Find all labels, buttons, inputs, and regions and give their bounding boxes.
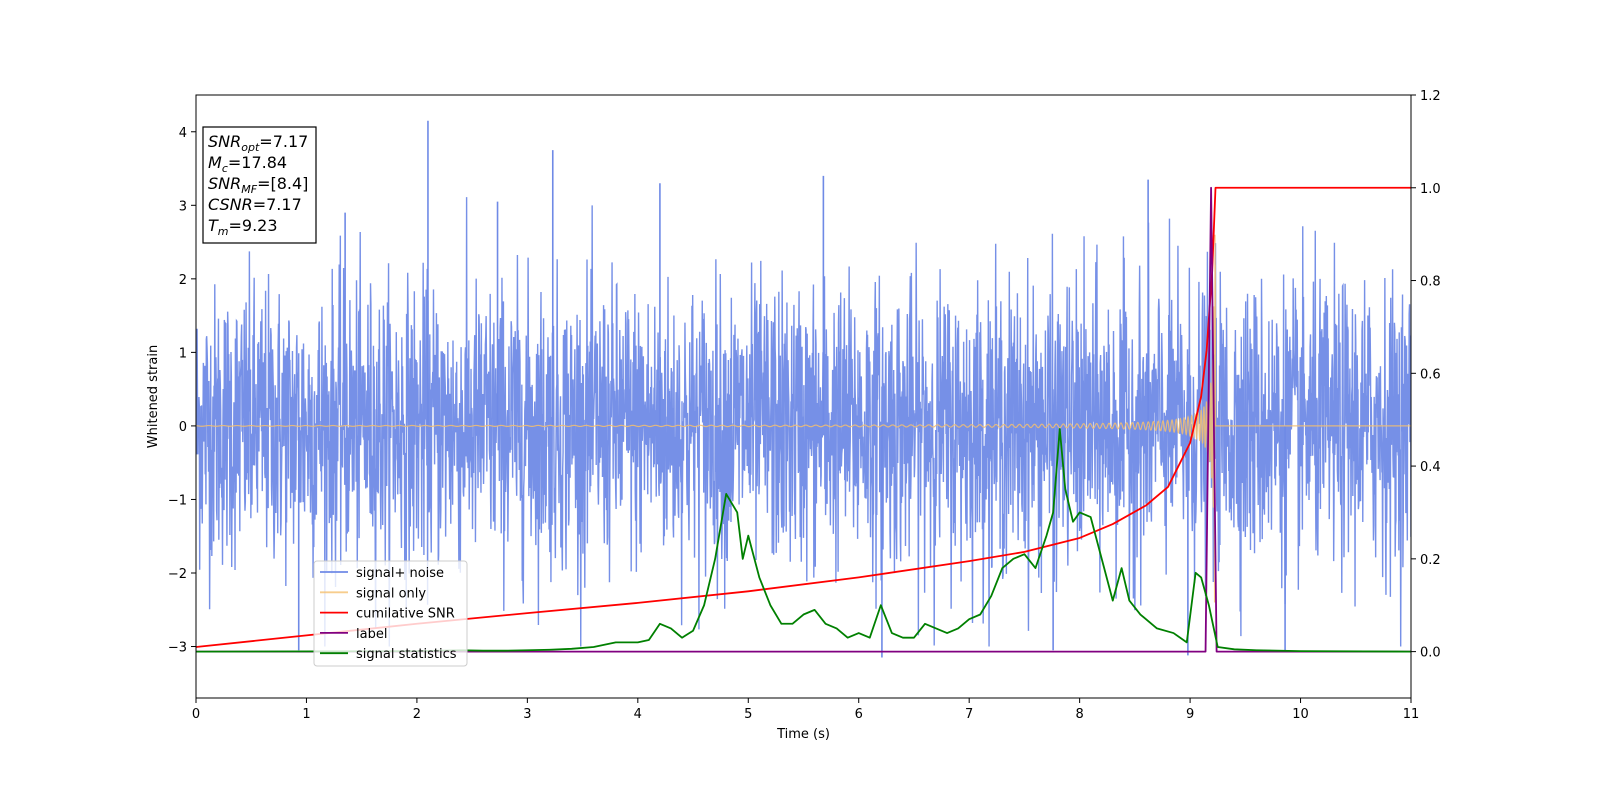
annotation-line: SNRMF=[8.4]: [208, 174, 308, 196]
annotation-line: Mc=17.84: [208, 153, 287, 175]
annotation-line: Tm=9.23: [208, 216, 278, 238]
annotation-line: CSNR=7.17: [208, 195, 302, 214]
y-left-tick-label: 3: [179, 199, 187, 214]
annotation-line: SNRopt=7.17: [208, 132, 308, 154]
y-left-tick-label: −1: [168, 493, 187, 508]
axes: 0 1 2 3 4 5 6 7 8 9 10 11 −3 −2 −1 0 1 2 3 4 0.0 0.2 0.4 0.6 0.8…: [168, 89, 1441, 722]
legend-box: [313, 560, 468, 667]
y-left-tick-label: −3: [168, 641, 187, 656]
y-left-tick-label: 4: [179, 126, 187, 141]
y-right-tick-label: 0.0: [1420, 646, 1441, 661]
y-right-tick-label: 1.2: [1420, 89, 1441, 104]
x-tick-label: 6: [855, 707, 863, 722]
x-tick-label: 11: [1403, 707, 1420, 722]
y-left-tick-label: −2: [168, 567, 187, 582]
x-tick-label: 4: [634, 707, 642, 722]
legend-label: signal statistics: [356, 647, 457, 662]
plot-area: [196, 120, 1411, 658]
legend-label: cumilative SNR: [356, 607, 455, 622]
x-tick-label: 2: [413, 707, 421, 722]
x-tick-label: 5: [744, 707, 752, 722]
x-tick-label: 3: [523, 707, 531, 722]
y-right-tick-label: 1.0: [1420, 182, 1441, 197]
plot-series-group: [196, 120, 1411, 658]
x-tick-label: 8: [1075, 707, 1083, 722]
y-right-tick-label: 0.2: [1420, 553, 1441, 568]
legend-label: signal only: [356, 586, 426, 601]
y-right-tick-label: 0.6: [1420, 367, 1441, 382]
y-right-tick-label: 0.8: [1420, 275, 1441, 290]
annotation-box-frame: [202, 126, 317, 244]
x-tick-label: 7: [965, 707, 973, 722]
x-tick-label: 9: [1186, 707, 1194, 722]
x-tick-label: 1: [302, 707, 310, 722]
x-axis-label: Time (s): [776, 727, 830, 742]
plot-frame: [195, 94, 1412, 699]
legend-label: label: [356, 627, 387, 642]
legend: signal+ noise signal only cumilative SNR la…: [313, 560, 468, 667]
y-left-tick-label: 0: [179, 420, 187, 435]
y-left-tick-label: 2: [179, 273, 187, 288]
series-signal-statistics-line: [196, 428, 1411, 653]
legend-label: signal+ noise: [356, 566, 444, 581]
series-cumilative-snr-line: [196, 186, 1411, 648]
y-left-tick-label: 1: [179, 346, 187, 361]
x-tick-label: 0: [192, 707, 200, 722]
x-tick-label: 10: [1292, 707, 1309, 722]
y-right-tick-label: 0.4: [1420, 460, 1441, 475]
y-axis-label: Whitened strain: [146, 345, 161, 448]
